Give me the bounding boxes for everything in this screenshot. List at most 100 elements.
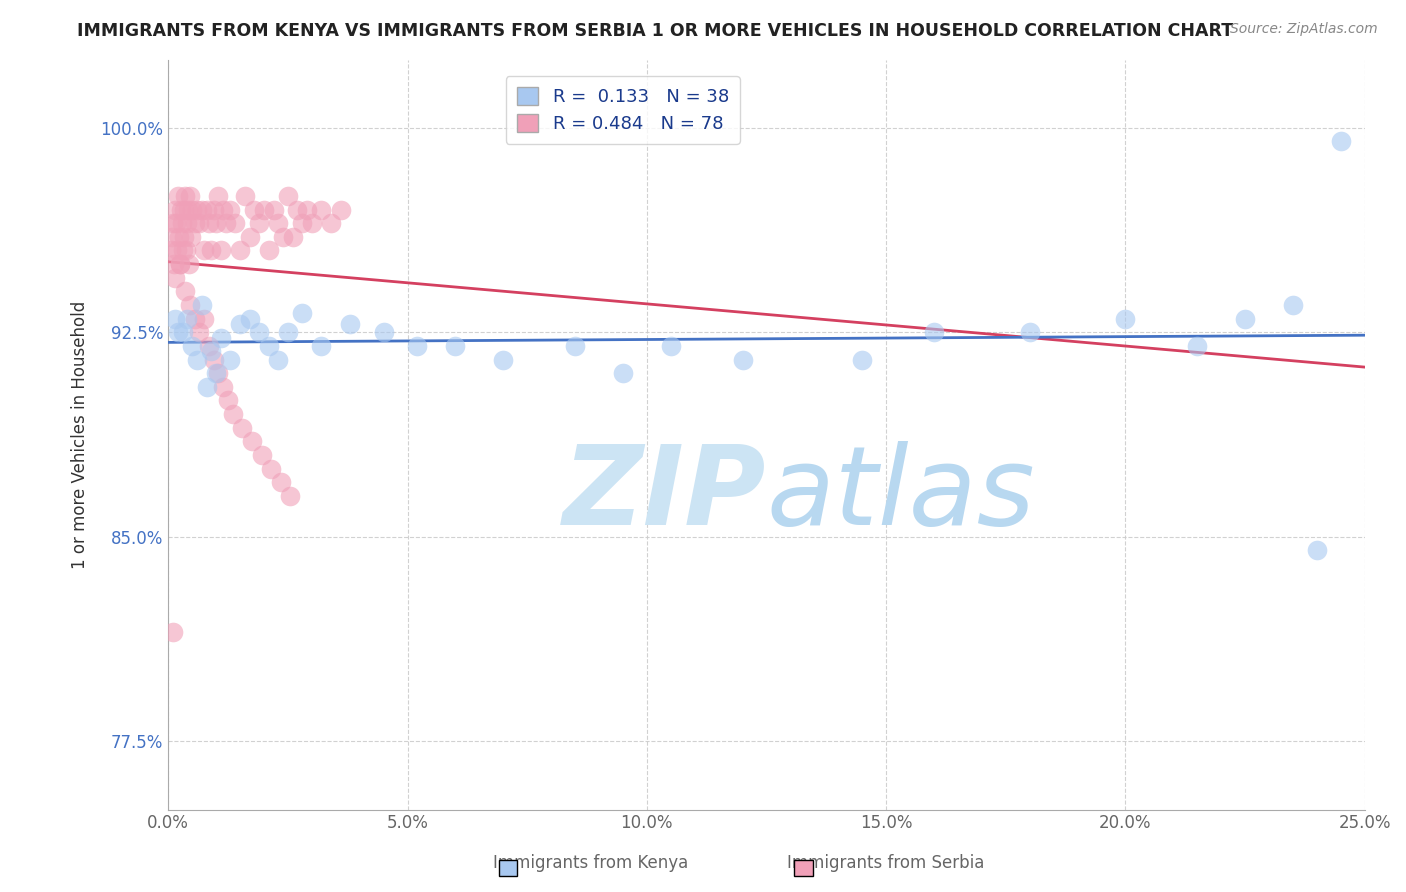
Point	[207, 366, 229, 380]
Point	[271, 230, 294, 244]
Point	[1234, 311, 1257, 326]
Point	[166, 326, 188, 340]
Point	[183, 311, 205, 326]
Text: Immigrants from Serbia: Immigrants from Serbia	[787, 855, 984, 872]
Point	[170, 216, 193, 230]
Point	[492, 352, 515, 367]
Point	[267, 352, 290, 367]
Point	[209, 244, 232, 258]
Point	[177, 202, 200, 217]
Point	[278, 489, 301, 503]
Point	[160, 230, 183, 244]
Point	[186, 352, 208, 367]
Point	[212, 202, 235, 217]
Point	[260, 461, 283, 475]
Point	[247, 216, 270, 230]
Point	[217, 393, 239, 408]
Text: atlas: atlas	[766, 441, 1035, 548]
Point	[167, 230, 190, 244]
Text: ZIP: ZIP	[562, 441, 766, 548]
Point	[183, 216, 205, 230]
Point	[173, 230, 195, 244]
Point	[172, 326, 194, 340]
Point	[270, 475, 292, 490]
Point	[181, 339, 204, 353]
Point	[205, 216, 228, 230]
Point	[165, 216, 187, 230]
Point	[247, 326, 270, 340]
Point	[181, 202, 204, 217]
Point	[1306, 543, 1329, 558]
Point	[174, 285, 197, 299]
Legend: R =  0.133   N = 38, R = 0.484   N = 78: R = 0.133 N = 38, R = 0.484 N = 78	[506, 76, 740, 144]
Point	[209, 331, 232, 345]
Point	[267, 216, 290, 230]
Point	[731, 352, 754, 367]
Point	[311, 202, 333, 217]
Point	[1114, 311, 1136, 326]
Text: Immigrants from Kenya: Immigrants from Kenya	[494, 855, 688, 872]
Point	[202, 202, 225, 217]
Point	[329, 202, 352, 217]
Point	[301, 216, 323, 230]
Point	[166, 244, 188, 258]
Point	[231, 421, 253, 435]
Point	[233, 189, 256, 203]
Point	[190, 298, 212, 312]
Point	[224, 216, 246, 230]
Text: Source: ZipAtlas.com: Source: ZipAtlas.com	[1230, 22, 1378, 37]
Point	[311, 339, 333, 353]
Point	[277, 189, 299, 203]
Point	[212, 380, 235, 394]
Point	[659, 339, 682, 353]
Point	[195, 202, 218, 217]
Point	[169, 202, 191, 217]
Point	[240, 434, 263, 449]
Point	[564, 339, 586, 353]
Point	[1330, 135, 1353, 149]
Point	[277, 326, 299, 340]
Point	[190, 202, 212, 217]
Point	[179, 189, 201, 203]
Point	[257, 244, 280, 258]
Point	[202, 352, 225, 367]
Point	[612, 366, 634, 380]
Point	[200, 244, 222, 258]
Point	[922, 326, 945, 340]
Point	[188, 326, 211, 340]
Point	[169, 257, 191, 271]
Point	[263, 202, 285, 217]
Point	[1018, 326, 1040, 340]
Point	[163, 257, 186, 271]
Point	[193, 311, 215, 326]
Point	[219, 202, 242, 217]
Point	[162, 216, 184, 230]
Point	[173, 202, 195, 217]
Point	[200, 344, 222, 359]
Point	[176, 311, 198, 326]
Text: IMMIGRANTS FROM KENYA VS IMMIGRANTS FROM SERBIA 1 OR MORE VEHICLES IN HOUSEHOLD : IMMIGRANTS FROM KENYA VS IMMIGRANTS FROM…	[77, 22, 1233, 40]
Point	[174, 189, 197, 203]
Y-axis label: 1 or more Vehicles in Household: 1 or more Vehicles in Household	[72, 301, 89, 569]
Point	[198, 339, 221, 353]
Point	[257, 339, 280, 353]
Point	[159, 244, 181, 258]
Point	[166, 189, 188, 203]
Point	[163, 202, 186, 217]
Point	[295, 202, 318, 217]
Point	[1282, 298, 1305, 312]
Point	[172, 244, 194, 258]
Point	[229, 244, 252, 258]
Point	[851, 352, 873, 367]
Point	[229, 317, 252, 331]
Point	[188, 216, 211, 230]
Point	[291, 306, 314, 320]
Point	[444, 339, 467, 353]
Point	[165, 270, 187, 285]
Point	[207, 189, 229, 203]
Point	[219, 352, 242, 367]
Point	[176, 244, 198, 258]
Point	[180, 230, 202, 244]
Point	[253, 202, 276, 217]
Point	[406, 339, 429, 353]
